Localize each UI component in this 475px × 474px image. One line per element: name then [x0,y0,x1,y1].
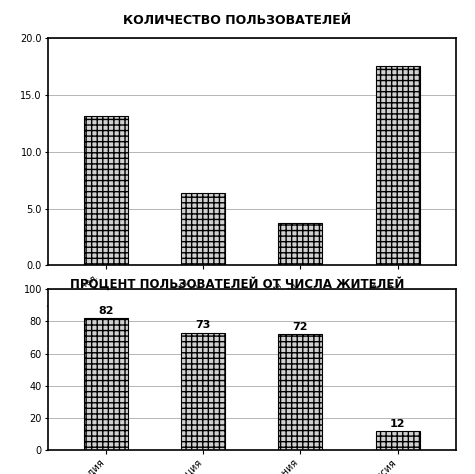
Text: ПРОЦЕНТ ПОЛЬЗОВАТЕЛЕЙ ОТ ЧИСЛА ЖИТЕЛЕЙ: ПРОЦЕНТ ПОЛЬЗОВАТЕЛЕЙ ОТ ЧИСЛА ЖИТЕЛЕЙ [70,277,405,291]
Text: КОЛИЧЕСТВО ПОЛЬЗОВАТЕЛЕЙ: КОЛИЧЕСТВО ПОЛЬЗОВАТЕЛЕЙ [124,14,352,27]
Bar [376,66,419,265]
Bar [376,431,419,450]
Bar [181,333,225,450]
Bar [278,223,322,265]
Text: 12: 12 [390,419,405,428]
Text: 73: 73 [195,320,211,330]
Bar [181,192,225,265]
Bar [278,334,322,450]
Text: 72: 72 [293,322,308,332]
Bar [84,117,128,265]
Bar [84,318,128,450]
Text: 82: 82 [98,306,114,316]
